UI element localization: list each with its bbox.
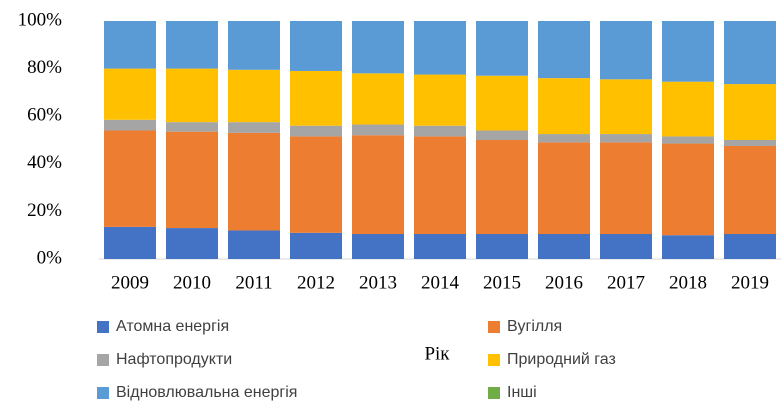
bar-segment: [290, 125, 342, 137]
bar-segment: [724, 140, 776, 146]
bar-segment: [724, 84, 776, 140]
bar-segment: [352, 73, 404, 125]
y-tick-label: 20%: [27, 200, 62, 221]
bar-segment: [352, 124, 404, 136]
bar-segment: [166, 21, 218, 69]
bar-segment: [538, 142, 590, 235]
bar-segment: [352, 135, 404, 235]
bar-segment: [166, 122, 218, 132]
x-tick-label: 2011: [235, 272, 272, 293]
bar-segment: [600, 134, 652, 143]
bar-segment: [724, 21, 776, 85]
bar-segment: [166, 131, 218, 229]
bar-segment: [662, 143, 714, 236]
bar-segment: [228, 69, 280, 123]
y-tick-label: 100%: [18, 9, 63, 30]
legend-label: Природний газ: [507, 351, 616, 368]
bar-segment: [662, 235, 714, 259]
x-axis-label: Рік: [424, 343, 450, 364]
bar-segment: [228, 132, 280, 231]
bar-segment: [476, 140, 528, 235]
bar-segment: [104, 119, 156, 131]
x-tick-label: 2012: [297, 272, 335, 293]
bar-segment: [228, 230, 280, 259]
bar-segment: [290, 232, 342, 259]
bar-segment: [476, 130, 528, 140]
bar-segment: [166, 228, 218, 259]
x-tick-label: 2016: [545, 272, 583, 293]
legend-swatch: [488, 387, 500, 399]
x-tick-label: 2019: [731, 272, 769, 293]
bar-segment: [290, 136, 342, 233]
bar-segment: [476, 21, 528, 76]
bar-segment: [662, 21, 714, 82]
bar-segment: [414, 136, 466, 235]
x-tick-label: 2017: [607, 272, 645, 293]
bar-segment: [104, 21, 156, 69]
x-tick-label: 2015: [483, 272, 521, 293]
legend-swatch: [97, 321, 109, 333]
x-tick-label: 2010: [173, 272, 211, 293]
legend-swatch: [97, 354, 109, 366]
bar-segment: [352, 21, 404, 74]
bar-segment: [414, 125, 466, 137]
y-tick-label: 0%: [37, 247, 63, 268]
bar-segment: [538, 78, 590, 135]
bar-segment: [538, 134, 590, 143]
legend-label: Вугілля: [507, 318, 562, 335]
bar-segment: [538, 21, 590, 79]
bar-segment: [228, 21, 280, 70]
x-tick-label: 2018: [669, 272, 707, 293]
x-tick-label: 2014: [421, 272, 460, 293]
bar-segment: [352, 234, 404, 259]
legend-label: Інші: [507, 384, 537, 401]
y-tick-label: 60%: [27, 105, 62, 126]
legend-label: Відновлювальна енергія: [116, 384, 297, 401]
bar-segment: [600, 79, 652, 135]
bar-segment: [104, 130, 156, 227]
x-tick-label: 2009: [111, 272, 149, 293]
bar-segment: [166, 68, 218, 123]
y-tick-label: 40%: [27, 152, 62, 173]
bar-segment: [600, 142, 652, 235]
bar-segment: [476, 234, 528, 259]
bar-segment: [104, 68, 156, 120]
bar-segment: [104, 226, 156, 259]
legend-swatch: [488, 354, 500, 366]
legend-label: Атомна енергія: [116, 318, 229, 335]
bar-segment: [600, 21, 652, 80]
x-tick-label: 2013: [359, 272, 397, 293]
bar-segment: [724, 234, 776, 259]
bar-segment: [600, 234, 652, 259]
bar-segment: [476, 75, 528, 131]
bar-segment: [414, 74, 466, 126]
bar-segment: [662, 136, 714, 144]
bar-segment: [228, 122, 280, 133]
legend-swatch: [97, 387, 109, 399]
bar-segment: [724, 145, 776, 235]
bar-segment: [290, 70, 342, 126]
legend-swatch: [488, 321, 500, 333]
bar-segment: [538, 234, 590, 259]
bar-segment: [290, 21, 342, 71]
bar-segment: [414, 234, 466, 259]
y-tick-label: 80%: [27, 57, 62, 78]
bar-segment: [662, 81, 714, 137]
bar-segment: [414, 21, 466, 75]
legend-label: Нафтопродукти: [116, 351, 232, 368]
